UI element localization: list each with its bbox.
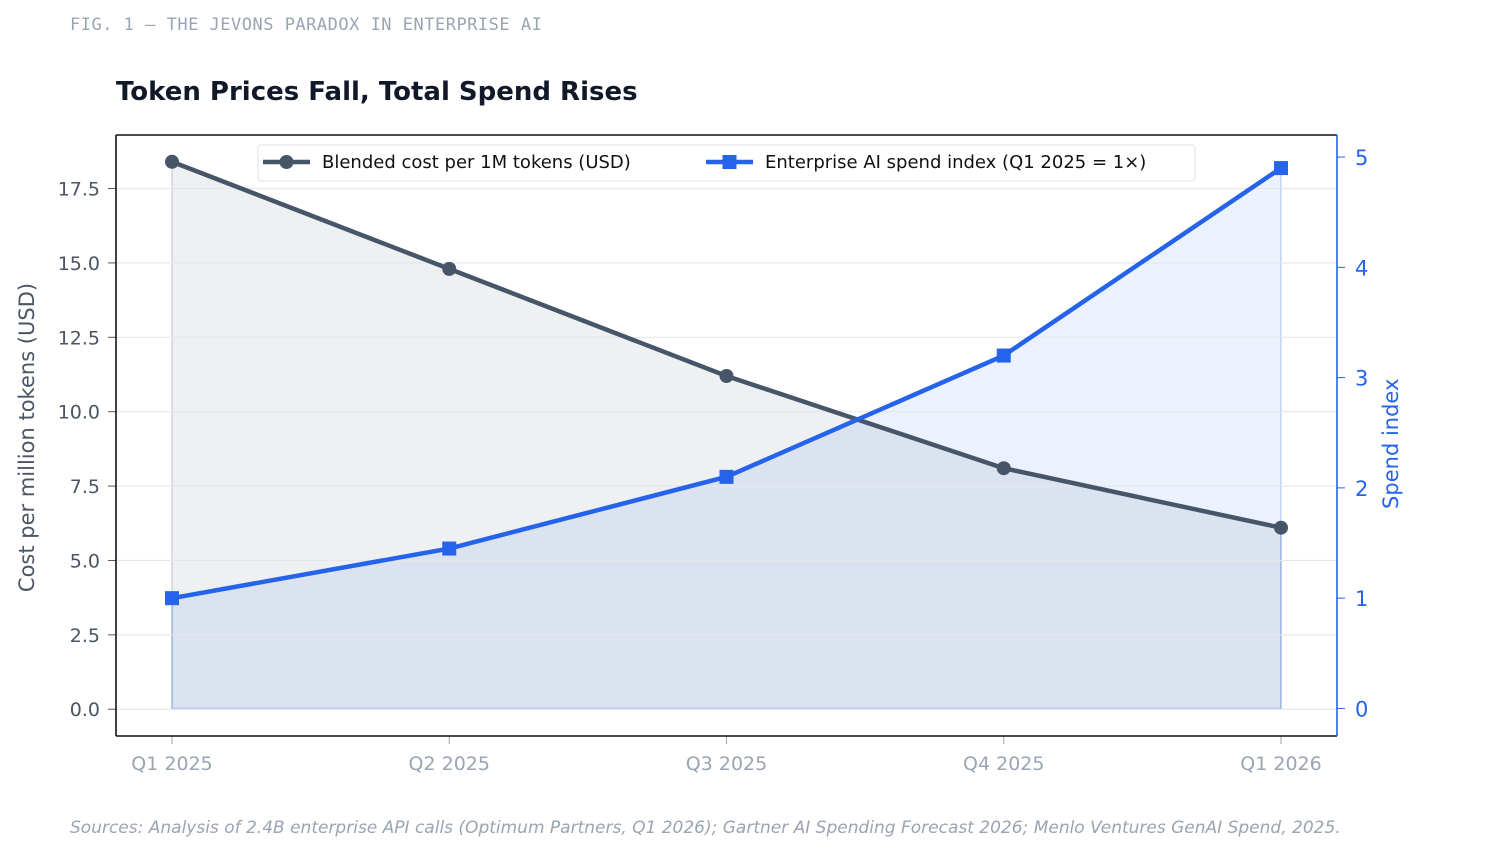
chart-title: Token Prices Fall, Total Spend Rises [116,77,638,107]
left-tick-label: 15.0 [58,253,100,275]
legend-label: Blended cost per 1M tokens (USD) [322,152,631,173]
left-tick-label: 10.0 [58,402,100,424]
legend-swatch-marker [722,155,737,169]
data-point [1274,161,1288,176]
x-tick-label: Q4 2025 [963,753,1044,775]
x-tick-label: Q3 2025 [686,753,767,775]
data-point [442,261,457,276]
source-note: Sources: Analysis of 2.4B enterprise API… [70,818,1341,838]
right-tick-label: 3 [1355,367,1368,391]
left-tick-label: 2.5 [70,625,100,647]
area-fills [171,160,1282,710]
series-lines [165,154,1288,606]
data-point [1274,520,1288,535]
legend-swatch-marker [279,155,294,169]
left-tick-label: 0.0 [70,699,100,721]
data-point [442,541,457,556]
left-tick-label: 17.5 [58,179,100,201]
data-point [165,154,179,169]
left-tick-label: 5.0 [70,550,100,572]
right-tick-label: 1 [1355,587,1368,611]
right-tick-label: 0 [1355,697,1368,721]
x-tick-label: Q1 2026 [1240,753,1321,775]
legend: Blended cost per 1M tokens (USD) Enterpri… [257,144,1196,182]
left-tick-label: 12.5 [58,327,100,349]
data-point [165,591,179,606]
y-axis-label: Cost per million tokens (USD) [15,283,39,592]
data-point [996,461,1011,476]
axes: 0.0 2.5 5.0 7.5 10.0 12.5 15.0 17.5 0 1 2 3 4 5 Q1 202… [15,134,1403,775]
grid-lines [116,187,1337,710]
data-point [719,368,734,383]
data-point [719,469,734,484]
right-tick-label: 2 [1355,477,1368,501]
x-tick-label: Q1 2025 [131,753,212,775]
left-tick-label: 7.5 [70,476,100,498]
data-point [996,348,1011,363]
right-tick-label: 5 [1355,146,1368,170]
legend-label: Enterprise AI spend index (Q1 2025 = 1×) [765,152,1146,173]
x-tick-label: Q2 2025 [409,753,490,775]
right-tick-label: 4 [1355,256,1368,280]
figure-label: FIG. 1 — THE JEVONS PARADOX IN ENTERPRIS… [70,15,543,35]
y2-axis-label: Spend index [1379,379,1403,509]
